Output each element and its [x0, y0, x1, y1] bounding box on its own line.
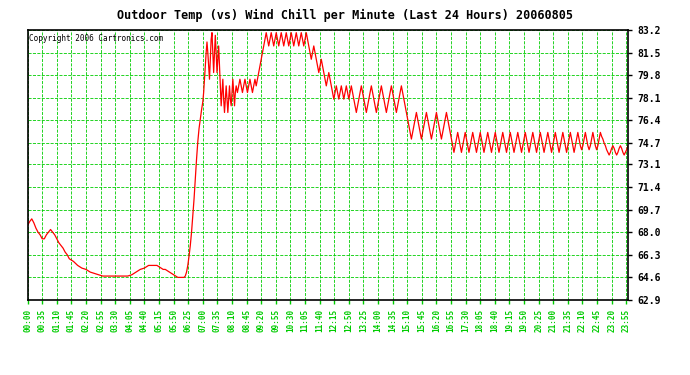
Text: Copyright 2006 Cartronics.com: Copyright 2006 Cartronics.com — [29, 34, 163, 43]
Text: Outdoor Temp (vs) Wind Chill per Minute (Last 24 Hours) 20060805: Outdoor Temp (vs) Wind Chill per Minute … — [117, 9, 573, 22]
